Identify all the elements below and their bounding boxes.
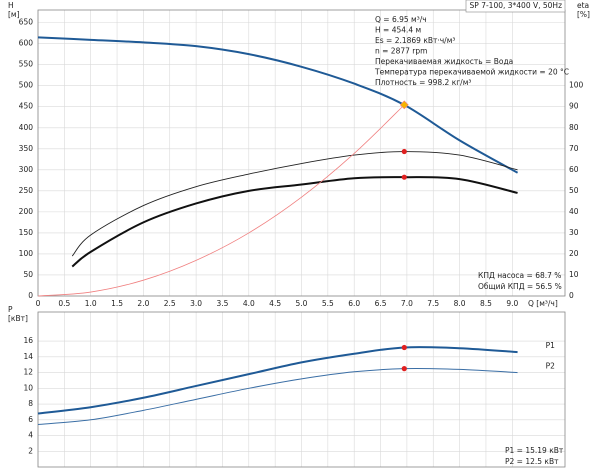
x-tick-label: 8.5 bbox=[480, 299, 492, 308]
plot-frame bbox=[37, 9, 566, 297]
y-tick-label: 500 bbox=[19, 81, 34, 90]
plot-frame bbox=[37, 311, 566, 468]
operating-point bbox=[401, 174, 407, 180]
y2-tick-label: 60 bbox=[569, 165, 579, 174]
y-tick-label: 0 bbox=[28, 291, 33, 300]
y-tick-label: 50 bbox=[23, 270, 33, 279]
x-tick-label: 8.0 bbox=[454, 299, 466, 308]
curve bbox=[37, 346, 518, 415]
y2-tick-label: 40 bbox=[569, 207, 579, 216]
x-tick-label: 2.5 bbox=[164, 299, 176, 308]
y2-tick-label: 100 bbox=[569, 81, 584, 90]
y-tick-label: 650 bbox=[19, 18, 34, 27]
annotation: P1 = 15.19 кВт bbox=[505, 446, 564, 455]
annotation: Es = 2.1869 кВт·ч/м³ bbox=[375, 36, 455, 45]
y-tick-label: 2 bbox=[28, 446, 33, 455]
x-tick-label: 9.0 bbox=[506, 299, 518, 308]
x-tick-label: 3.0 bbox=[190, 299, 202, 308]
y2-axis-label: [%] bbox=[577, 10, 590, 19]
y-tick-label: 100 bbox=[19, 249, 34, 258]
annotation: P2 = 12.5 кВт bbox=[505, 457, 559, 466]
y2-axis-label: eta bbox=[577, 1, 589, 10]
x-tick-label: 0.5 bbox=[58, 299, 70, 308]
x-tick-label: 1.0 bbox=[85, 299, 97, 308]
y-tick-label: 4 bbox=[28, 431, 33, 440]
annotation: n = 2877 rpm bbox=[375, 47, 427, 56]
annotation: Общий КПД = 56.5 % bbox=[478, 282, 562, 291]
x-axis-label: Q [м³/ч] bbox=[528, 299, 558, 308]
y-axis-label: [м] bbox=[8, 10, 20, 19]
y-tick-label: 150 bbox=[19, 228, 34, 237]
y2-tick-label: 80 bbox=[569, 123, 579, 132]
y-axis-label: P bbox=[8, 305, 13, 314]
x-tick-label: 1.5 bbox=[111, 299, 123, 308]
curve bbox=[37, 368, 518, 426]
y2-tick-label: 90 bbox=[569, 102, 579, 111]
y2-tick-label: 70 bbox=[569, 144, 579, 153]
x-tick-label: 5.0 bbox=[296, 299, 308, 308]
operating-point bbox=[401, 148, 407, 155]
y-tick-label: 600 bbox=[19, 39, 34, 48]
x-tick-label: 7.5 bbox=[427, 299, 439, 308]
y2-tick-label: 50 bbox=[569, 186, 579, 195]
operating-point bbox=[401, 344, 407, 351]
annotation: Q = 6.95 м³/ч bbox=[375, 15, 427, 24]
annotation: H = 454.4 м bbox=[375, 26, 421, 35]
y-tick-label: 250 bbox=[19, 186, 34, 195]
y-tick-label: 8 bbox=[28, 399, 33, 408]
y2-tick-label: 0 bbox=[569, 291, 574, 300]
x-tick-label: 4.0 bbox=[243, 299, 255, 308]
y-tick-label: 450 bbox=[19, 102, 34, 111]
x-tick-label: 6.0 bbox=[348, 299, 360, 308]
series-label: P1 bbox=[546, 341, 556, 350]
y2-tick-label: 20 bbox=[569, 249, 579, 258]
y-tick-label: 6 bbox=[28, 415, 33, 424]
annotation: Плотность = 998.2 кг/м³ bbox=[375, 78, 471, 87]
x-tick-label: 4.5 bbox=[269, 299, 281, 308]
y2-tick-label: 30 bbox=[569, 228, 579, 237]
y-tick-label: 16 bbox=[23, 336, 33, 345]
series-label: P2 bbox=[546, 362, 556, 371]
x-tick-label: 6.5 bbox=[375, 299, 387, 308]
annotation: Перекачиваемая жидкость = Вода bbox=[375, 57, 513, 66]
annotation: Температура перекачиваемой жидкости = 20… bbox=[374, 68, 569, 77]
x-tick-label: 7.0 bbox=[401, 299, 413, 308]
curve bbox=[37, 36, 519, 174]
annotation: КПД насоса = 68.7 % bbox=[478, 271, 561, 280]
title-box bbox=[465, 0, 566, 13]
curve bbox=[71, 151, 518, 257]
x-tick-label: 3.5 bbox=[216, 299, 228, 308]
x-tick-label: 2.0 bbox=[137, 299, 149, 308]
y-tick-label: 12 bbox=[23, 368, 33, 377]
y-tick-label: 350 bbox=[19, 144, 34, 153]
operating-point bbox=[399, 100, 409, 110]
curve bbox=[37, 104, 405, 297]
y-axis-label: H bbox=[8, 1, 14, 10]
chart-title: SP 7-100, 3*400 V, 50Hz bbox=[470, 1, 563, 10]
curve bbox=[71, 176, 518, 268]
operating-point bbox=[401, 366, 407, 372]
x-tick-label: 5.5 bbox=[322, 299, 334, 308]
x-tick-label: 0 bbox=[36, 299, 41, 308]
y-axis-label: [кВт] bbox=[8, 314, 28, 323]
y2-tick-label: 10 bbox=[569, 270, 579, 279]
y-tick-label: 14 bbox=[23, 352, 33, 361]
y-tick-label: 10 bbox=[23, 383, 33, 392]
y-tick-label: 550 bbox=[19, 60, 34, 69]
y-tick-label: 400 bbox=[19, 123, 34, 132]
y-tick-label: 300 bbox=[19, 165, 34, 174]
y-tick-label: 200 bbox=[19, 207, 34, 216]
